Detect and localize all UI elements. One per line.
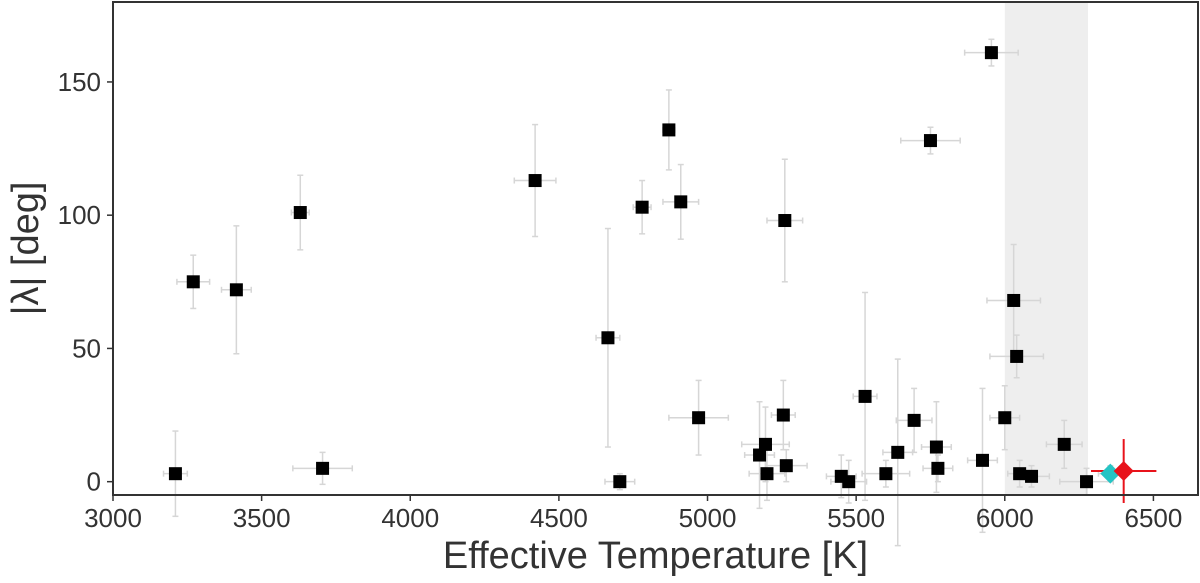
data-point-square	[613, 475, 627, 489]
data-point-square	[168, 467, 182, 481]
data-point-square	[1010, 349, 1024, 363]
data-point-square	[858, 389, 872, 403]
data-point-square	[293, 206, 307, 220]
data-point-square	[879, 467, 893, 481]
x-tick-label: 4500	[530, 503, 588, 533]
data-point-square	[975, 453, 989, 467]
data-point-square	[760, 467, 774, 481]
data-point-square	[998, 411, 1012, 425]
data-point-square	[776, 408, 790, 422]
data-point-square	[984, 46, 998, 60]
x-tick-label: 3000	[84, 503, 142, 533]
data-point-square	[674, 195, 688, 209]
plot-frame	[112, 1, 1199, 496]
x-tick-label: 5000	[679, 503, 737, 533]
data-point-square	[931, 461, 945, 475]
y-tick-label: 50	[72, 333, 101, 363]
shaded-region	[1004, 2, 1089, 495]
data-point-square	[1080, 475, 1094, 489]
data-point-square	[842, 475, 856, 489]
data-point-square	[753, 448, 767, 462]
tick-layer: 3000 3500 4000 4500 5000 5500 6000 6500 0 50 100 15…	[58, 67, 1183, 533]
data-point-square	[1025, 469, 1039, 483]
x-tick-label: 6500	[1124, 503, 1182, 533]
data-point-square	[1013, 467, 1027, 481]
data-point-square	[907, 413, 921, 427]
data-point-square	[635, 200, 649, 214]
data-point-square	[929, 440, 943, 454]
data-point-square	[186, 275, 200, 289]
data-point-square	[692, 411, 706, 425]
data-point-square	[778, 214, 792, 228]
data-point-square	[1057, 437, 1071, 451]
x-tick-label: 5500	[827, 503, 885, 533]
highlight-point-cyan	[1100, 463, 1121, 484]
data-point-square	[1007, 293, 1021, 307]
highlight-point-red	[1113, 461, 1134, 482]
shaded-region-layer	[1004, 2, 1089, 495]
data-point-square	[662, 123, 676, 137]
data-point-square	[601, 331, 615, 345]
data-point-square	[891, 445, 905, 459]
y-axis-title: |λ| [deg]	[5, 182, 47, 316]
data-point-layer	[168, 46, 1134, 489]
y-tick-label: 0	[87, 467, 101, 497]
y-tick-label: 150	[58, 67, 101, 97]
x-axis-title: Effective Temperature [K]	[443, 535, 868, 577]
data-point-square	[758, 437, 772, 451]
data-point-square	[316, 461, 330, 475]
y-tick-label: 100	[58, 200, 101, 230]
x-tick-label: 6000	[976, 503, 1034, 533]
x-tick-label: 3500	[233, 503, 291, 533]
data-point-square	[923, 134, 937, 148]
data-point-square	[229, 283, 243, 297]
data-point-square	[528, 174, 542, 188]
data-point-square	[779, 459, 793, 473]
x-tick-label: 4000	[381, 503, 439, 533]
